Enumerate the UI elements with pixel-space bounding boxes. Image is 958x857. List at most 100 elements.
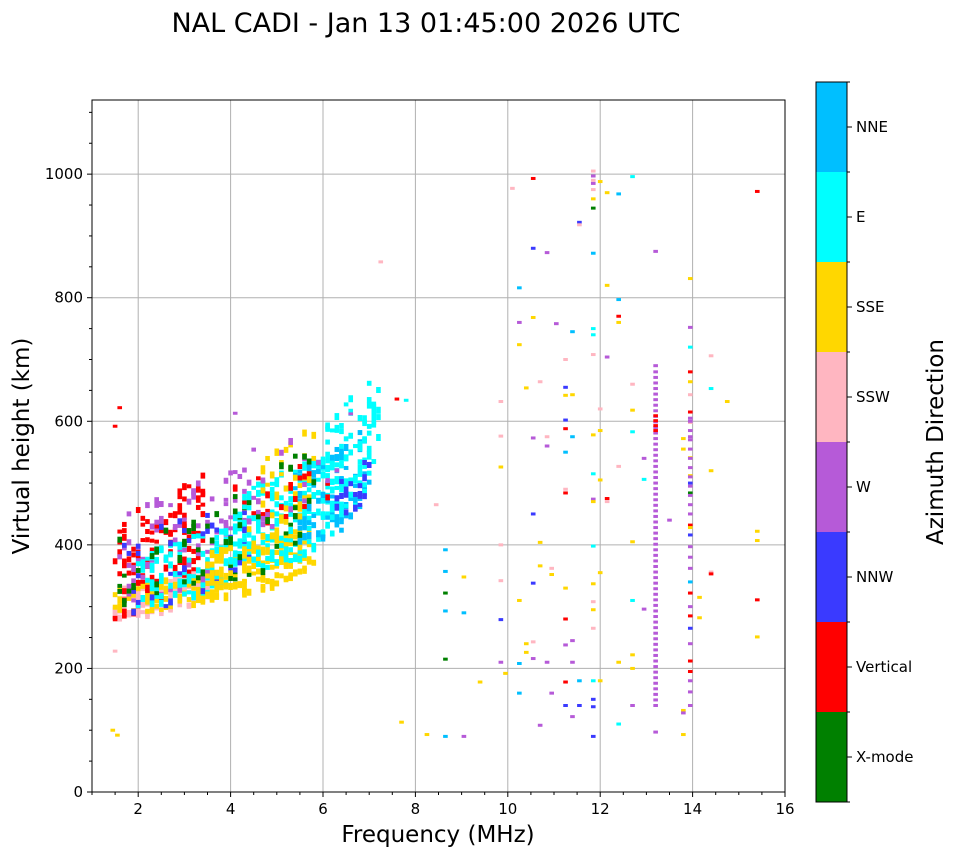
echo-point (653, 681, 658, 685)
echo-point (251, 544, 257, 549)
echo-point (265, 578, 270, 585)
echo-point (523, 386, 529, 390)
echo-point (256, 518, 261, 526)
echo-point (256, 514, 261, 520)
echo-point (122, 542, 127, 548)
echo-point (110, 728, 116, 732)
echo-point (115, 733, 120, 737)
echo-point (517, 320, 522, 324)
echo-point (191, 519, 196, 527)
echo-point (549, 566, 554, 570)
echo-point (754, 539, 760, 543)
echo-point (306, 528, 312, 536)
echo-point (228, 561, 233, 568)
echo-point (653, 492, 658, 496)
echo-point (251, 535, 257, 541)
echo-point (687, 380, 693, 384)
echo-point (200, 502, 206, 507)
echo-point (200, 588, 206, 595)
echo-point (687, 626, 693, 630)
echo-point (283, 517, 289, 525)
echo-point (590, 600, 596, 604)
echo-point (570, 660, 575, 664)
echo-point (149, 553, 155, 560)
echo-point (112, 424, 118, 428)
echo-point (306, 505, 312, 512)
echo-point (653, 548, 658, 552)
echo-point (366, 402, 372, 409)
echo-point (256, 524, 261, 529)
y-tick-label: 600 (54, 412, 83, 430)
echo-point (362, 436, 367, 444)
echo-point (343, 402, 349, 407)
echo-point (653, 448, 658, 452)
echo-point (269, 524, 275, 530)
echo-point (246, 588, 252, 596)
echo-point (260, 563, 266, 571)
echo-point (186, 538, 192, 544)
echo-point (209, 554, 215, 559)
echo-point (325, 511, 330, 516)
echo-point (246, 530, 252, 536)
echo-point (168, 582, 173, 589)
echo-point (269, 578, 275, 585)
echo-point (653, 553, 658, 557)
echo-point (604, 191, 610, 195)
echo-point (653, 370, 658, 374)
echo-point (219, 558, 224, 564)
echo-point (265, 512, 270, 518)
echo-point (232, 550, 238, 558)
echo-point (616, 660, 621, 664)
echo-point (205, 561, 210, 569)
echo-point (366, 397, 372, 404)
echo-point (260, 485, 266, 490)
echo-point (140, 559, 146, 564)
echo-point (653, 398, 658, 402)
echo-point (135, 573, 141, 579)
echo-point (251, 495, 257, 500)
echo-point (590, 500, 596, 504)
echo-point (653, 609, 658, 613)
echo-point (348, 495, 354, 501)
echo-point (297, 538, 303, 545)
echo-point (274, 512, 280, 517)
echo-point (246, 541, 252, 546)
echo-point (443, 734, 448, 738)
echo-point (653, 642, 658, 646)
echo-point (274, 477, 280, 484)
echo-point (570, 330, 575, 334)
echo-point (530, 640, 536, 644)
colorbar-tick-label: X-mode (856, 748, 913, 766)
echo-point (687, 555, 693, 559)
echo-point (232, 560, 238, 567)
echo-point (292, 505, 298, 511)
echo-point (149, 530, 155, 535)
echo-point (117, 585, 123, 592)
echo-point (223, 519, 229, 526)
echo-point (260, 539, 266, 545)
echo-point (517, 691, 522, 695)
echo-point (687, 429, 693, 433)
echo-point (316, 465, 321, 473)
echo-point (154, 528, 159, 533)
echo-point (154, 581, 159, 588)
echo-point (687, 277, 693, 281)
echo-point (353, 495, 358, 500)
echo-point (530, 315, 536, 319)
echo-point (630, 175, 635, 179)
echo-point (177, 541, 183, 547)
echo-point (371, 421, 377, 428)
echo-point (135, 599, 141, 605)
echo-point (158, 593, 164, 600)
echo-point (653, 626, 658, 630)
echo-point (232, 514, 238, 522)
echo-point (131, 578, 136, 586)
echo-point (191, 577, 196, 583)
echo-point (242, 488, 247, 494)
echo-point (145, 589, 150, 594)
echo-point (149, 586, 155, 592)
echo-point (653, 442, 658, 446)
echo-point (366, 453, 372, 460)
echo-point (228, 526, 233, 531)
echo-point (362, 460, 367, 466)
